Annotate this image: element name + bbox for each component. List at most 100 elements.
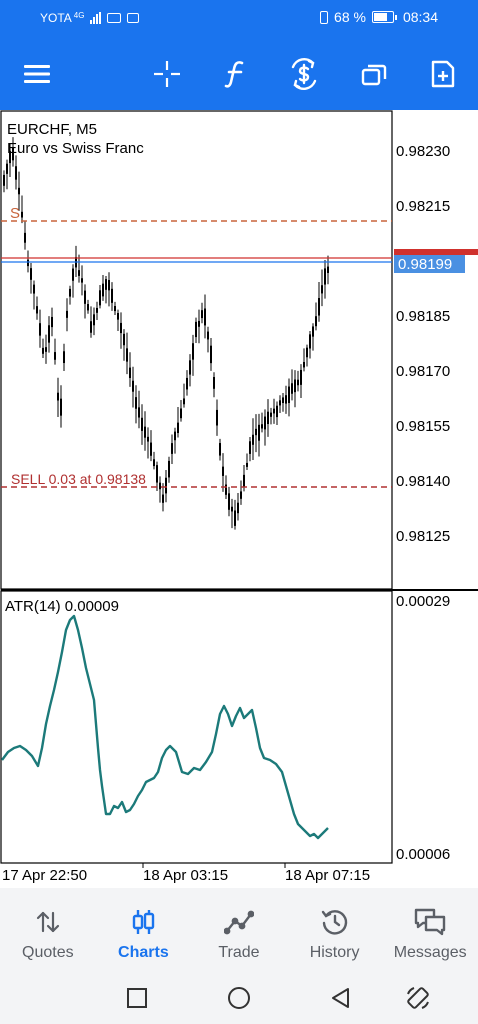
indicator-tick: 0.00006 [396, 846, 450, 863]
candle-body [78, 270, 80, 276]
price-tick: 0.98155 [396, 418, 450, 435]
candle-body [27, 259, 29, 267]
candle-body [222, 466, 224, 476]
candle-body [135, 397, 137, 409]
nav-quotes[interactable]: Quotes [0, 888, 96, 970]
candle-body [246, 462, 248, 467]
candle-body [63, 351, 65, 364]
candle-body [303, 361, 305, 368]
candle-body [126, 348, 128, 362]
candle-body [315, 316, 317, 327]
square-icon [127, 988, 147, 1008]
candle-body [195, 321, 197, 338]
candle-body [219, 443, 221, 456]
candle-body [156, 465, 158, 483]
candle-body [186, 377, 188, 390]
candle-body [165, 477, 167, 494]
time-label: 17 Apr 22:50 [2, 867, 87, 884]
indicator-tick: 0.00029 [396, 593, 450, 610]
candle-body [72, 268, 74, 281]
price-tick: 0.98125 [396, 528, 450, 545]
nav-label: Messages [393, 944, 467, 961]
candle-body [138, 407, 140, 418]
candle-body [9, 150, 11, 164]
trade-dollar-icon[interactable] [286, 56, 322, 92]
history-icon [319, 906, 351, 938]
candle-body [111, 288, 113, 303]
function-icon[interactable] [218, 56, 254, 92]
candle-body [180, 408, 182, 419]
nav-charts[interactable]: Charts [96, 888, 192, 970]
back-button[interactable] [326, 984, 354, 1012]
candle-body [69, 288, 71, 297]
candle-body [141, 417, 143, 431]
candle-body [81, 278, 83, 283]
nav-history[interactable]: History [287, 888, 383, 970]
candle-body [33, 284, 35, 294]
circle-icon [228, 987, 250, 1009]
candle-body [255, 428, 257, 436]
candle-body [240, 491, 242, 499]
nav-label: Trade [218, 944, 260, 961]
candle-body [87, 304, 89, 311]
candle-body [18, 187, 20, 195]
rotate-button[interactable] [404, 984, 432, 1012]
candle-body [258, 424, 260, 441]
candle-body [57, 392, 59, 401]
candle-body [45, 347, 47, 352]
candle-body [264, 416, 266, 430]
time-label: 18 Apr 03:15 [143, 867, 228, 884]
candle-body [282, 397, 284, 404]
nav-label: History [309, 944, 360, 961]
nav-label: Quotes [22, 944, 74, 961]
candle-body [168, 460, 170, 478]
candle-body [216, 409, 218, 426]
new-order-icon[interactable] [425, 56, 461, 92]
candle-body [306, 347, 308, 358]
bid-price-badge [394, 255, 465, 273]
menu-icon[interactable] [19, 56, 55, 92]
candle-body [294, 379, 296, 393]
indicator-frame [0, 590, 393, 864]
candle-body [6, 163, 8, 174]
candle-body [324, 268, 326, 285]
atr-line [1, 614, 329, 840]
messages-icon [414, 906, 446, 938]
back-triangle-icon [332, 988, 349, 1008]
candle-body [297, 379, 299, 386]
candle-body [300, 369, 302, 385]
price-tick: 0.98140 [396, 473, 450, 490]
candle-body [207, 331, 209, 340]
network-type: 4G [73, 10, 85, 20]
price-chart[interactable]: EURCHF, M5 Euro vs Swiss Franc S SELL 0.… [0, 110, 478, 888]
recents-button[interactable] [123, 984, 151, 1012]
main-chart-frame [0, 110, 393, 590]
candle-body [285, 395, 287, 404]
candle-body [24, 232, 26, 243]
candle-body [30, 268, 32, 280]
nav-messages[interactable]: Messages [382, 888, 478, 970]
candle-body [99, 290, 101, 306]
candle-body [39, 323, 41, 336]
system-navigation [0, 970, 478, 1024]
candle-body [234, 510, 236, 526]
battery-icon [371, 11, 397, 23]
candle-body [132, 380, 134, 392]
rotate-icon [407, 987, 429, 1009]
candle-body [102, 283, 104, 297]
candle-body [162, 494, 164, 503]
candle-body [144, 426, 146, 438]
candle-body [321, 285, 323, 294]
nav-trade[interactable]: Trade [191, 888, 287, 970]
candle-body [198, 320, 200, 327]
stop-loss-label: S [10, 205, 20, 222]
crosshair-icon[interactable] [149, 56, 185, 92]
candle-body [123, 333, 125, 346]
candle-body [66, 310, 68, 318]
windows-icon[interactable] [356, 56, 392, 92]
candle-body [192, 343, 194, 360]
candle-body [189, 360, 191, 375]
home-button[interactable] [225, 984, 253, 1012]
trade-icon [223, 906, 255, 938]
chart-area[interactable]: EURCHF, M5 Euro vs Swiss Franc S SELL 0.… [0, 110, 478, 888]
